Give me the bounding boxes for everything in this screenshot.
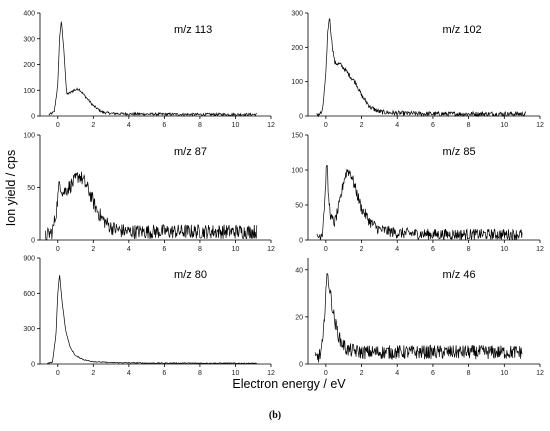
x-tick-label: 10 — [232, 246, 240, 253]
x-tick-label: 4 — [127, 370, 131, 377]
y-tick-label: 100 — [23, 88, 35, 95]
figure-caption: (b) — [269, 410, 281, 421]
shared-y-label: Ion yield / cps — [4, 150, 18, 226]
y-tick-label: 900 — [23, 256, 35, 263]
x-tick-label: 2 — [91, 246, 95, 253]
x-tick-label: 6 — [162, 122, 166, 129]
panel-label: m/z 80 — [174, 269, 207, 281]
x-tick-label: 10 — [232, 122, 240, 129]
x-tick-label: 10 — [500, 370, 508, 377]
axis-frame — [39, 258, 271, 365]
panel-label: m/z 46 — [443, 269, 476, 281]
y-tick-label: 300 — [23, 36, 35, 43]
series-line — [316, 18, 527, 118]
x-tick-label: 0 — [56, 370, 60, 377]
x-tick-label: 6 — [162, 370, 166, 377]
panel-label: m/z 87 — [174, 146, 207, 158]
y-tick-label: 400 — [23, 11, 35, 18]
panel-label: m/z 102 — [443, 24, 482, 36]
x-tick-label: 8 — [198, 246, 202, 253]
x-tick-label: 8 — [467, 370, 471, 377]
x-tick-label: 0 — [56, 122, 60, 129]
panel-6: 0 2 4 6 8 10 12 0 20 40 m/z 46 — [295, 258, 544, 377]
series-line — [314, 272, 523, 363]
panel-label: m/z 85 — [443, 146, 476, 158]
panel-2: 0 2 4 6 8 10 12 0 100 200 300 m/z 102 — [291, 11, 544, 130]
axis-frame — [39, 135, 271, 241]
y-tick-label: 300 — [291, 11, 303, 18]
panel-label: m/z 113 — [174, 24, 212, 36]
series-line — [47, 275, 257, 365]
x-tick-label: 12 — [536, 246, 544, 253]
x-tick-label: 10 — [500, 122, 508, 129]
axis-frame — [307, 13, 540, 117]
x-tick-label: 12 — [536, 122, 544, 129]
shared-x-label: Electron energy / eV — [232, 377, 346, 391]
y-tick-label: 100 — [23, 133, 35, 140]
y-tick-label: 600 — [23, 291, 35, 298]
x-tick-label: 4 — [395, 246, 399, 253]
x-tick-label: 4 — [127, 246, 131, 253]
y-tick-label: 0 — [299, 362, 303, 369]
x-tick-label: 12 — [267, 246, 275, 253]
y-tick-label: 0 — [299, 114, 303, 121]
x-tick-label: 4 — [395, 122, 399, 129]
x-tick-label: 4 — [127, 122, 131, 129]
y-tick-label: 150 — [291, 133, 303, 140]
x-tick-label: 4 — [395, 370, 399, 377]
x-tick-label: 6 — [431, 122, 435, 129]
x-tick-label: 8 — [198, 370, 202, 377]
y-tick-label: 200 — [23, 62, 35, 69]
x-tick-label: 0 — [324, 122, 328, 129]
x-tick-label: 0 — [56, 246, 60, 253]
x-tick-label: 8 — [467, 246, 471, 253]
panel-5: 0 2 4 6 8 10 12 0 300 600 900 m/z 80 — [23, 256, 275, 378]
y-tick-label: 300 — [23, 326, 35, 333]
x-tick-label: 0 — [324, 246, 328, 253]
y-tick-label: 200 — [291, 45, 303, 52]
y-tick-label: 0 — [31, 362, 35, 369]
axis-frame — [39, 13, 271, 117]
x-tick-label: 10 — [232, 370, 240, 377]
series-line — [316, 164, 523, 241]
x-tick-label: 6 — [431, 246, 435, 253]
x-tick-label: 12 — [267, 122, 275, 129]
panel-1: 0 2 4 6 8 10 12 0 100 200 300 400 m/z 113 — [23, 11, 275, 130]
x-tick-label: 8 — [467, 122, 471, 129]
y-tick-label: 100 — [291, 79, 303, 86]
y-tick-label: 0 — [31, 114, 35, 121]
y-tick-label: 100 — [291, 168, 303, 175]
y-tick-label: 0 — [299, 238, 303, 245]
x-tick-label: 12 — [536, 370, 544, 377]
series-line — [44, 171, 258, 241]
x-tick-label: 2 — [91, 370, 95, 377]
panel-3: 0 2 4 6 8 10 12 0 50 100 m/z 87 — [23, 133, 275, 254]
x-tick-label: 0 — [324, 370, 328, 377]
x-tick-label: 2 — [360, 122, 364, 129]
panel-4: 0 2 4 6 8 10 12 0 50 100 150 m/z 85 — [291, 133, 544, 254]
x-tick-label: 8 — [198, 122, 202, 129]
x-tick-label: 2 — [360, 246, 364, 253]
y-tick-label: 20 — [295, 314, 303, 321]
y-tick-label: 50 — [295, 203, 303, 210]
y-tick-label: 50 — [27, 185, 35, 192]
y-tick-label: 0 — [31, 238, 35, 245]
x-tick-label: 12 — [267, 370, 275, 377]
x-tick-label: 6 — [431, 370, 435, 377]
series-line — [48, 21, 257, 117]
x-tick-label: 6 — [162, 246, 166, 253]
x-tick-label: 10 — [500, 246, 508, 253]
y-tick-label: 40 — [295, 267, 303, 274]
x-tick-label: 2 — [91, 122, 95, 129]
x-tick-label: 2 — [360, 370, 364, 377]
